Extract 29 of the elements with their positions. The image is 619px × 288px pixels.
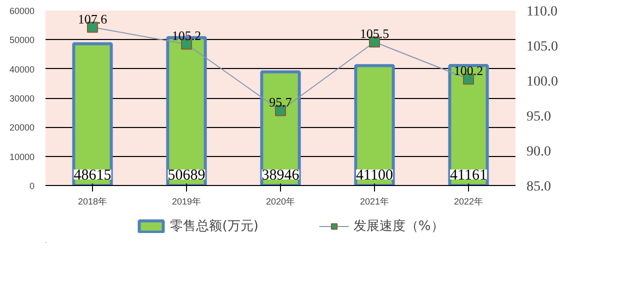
data-label: 100.2	[454, 63, 484, 78]
bar	[260, 70, 301, 186]
y-tick-label: 20000	[9, 122, 35, 133]
y2-tick-label: 85.0	[526, 180, 551, 194]
x-tick-label: 2019年	[172, 196, 202, 206]
x-tick-label: 2018年	[78, 196, 108, 206]
y2-tick-label: 95.0	[526, 110, 551, 124]
x-tick-label: 2020年	[266, 196, 296, 206]
y2-tick-label: 110.0	[526, 4, 558, 20]
y2-tick-label: 105.0	[526, 40, 558, 54]
legend-label: 零售总额(万元)	[170, 218, 258, 235]
y-tick-label: 10000	[9, 152, 35, 162]
y-tick-label: 50000	[9, 35, 35, 46]
x-tick-label: 2022年	[454, 196, 484, 206]
y2-tick-label: 100.0	[526, 74, 558, 90]
y-tick-label: 60000	[9, 6, 35, 16]
x-tick-label: 2021年	[360, 196, 390, 206]
data-label: 95.7	[269, 94, 292, 110]
data-label: 105.5	[360, 26, 390, 41]
bar	[354, 64, 395, 186]
y2-tick-label: 90.0	[526, 144, 551, 160]
bar	[72, 42, 113, 186]
data-label: 107.6	[78, 11, 108, 26]
data-label: 105.2	[172, 28, 202, 44]
y-tick-label: 40000	[9, 64, 35, 74]
y-tick-label: 30000	[9, 94, 35, 104]
bar	[448, 64, 489, 186]
legend-label: 发展速度（%）	[353, 218, 444, 235]
y-tick-label: 0	[29, 181, 35, 191]
